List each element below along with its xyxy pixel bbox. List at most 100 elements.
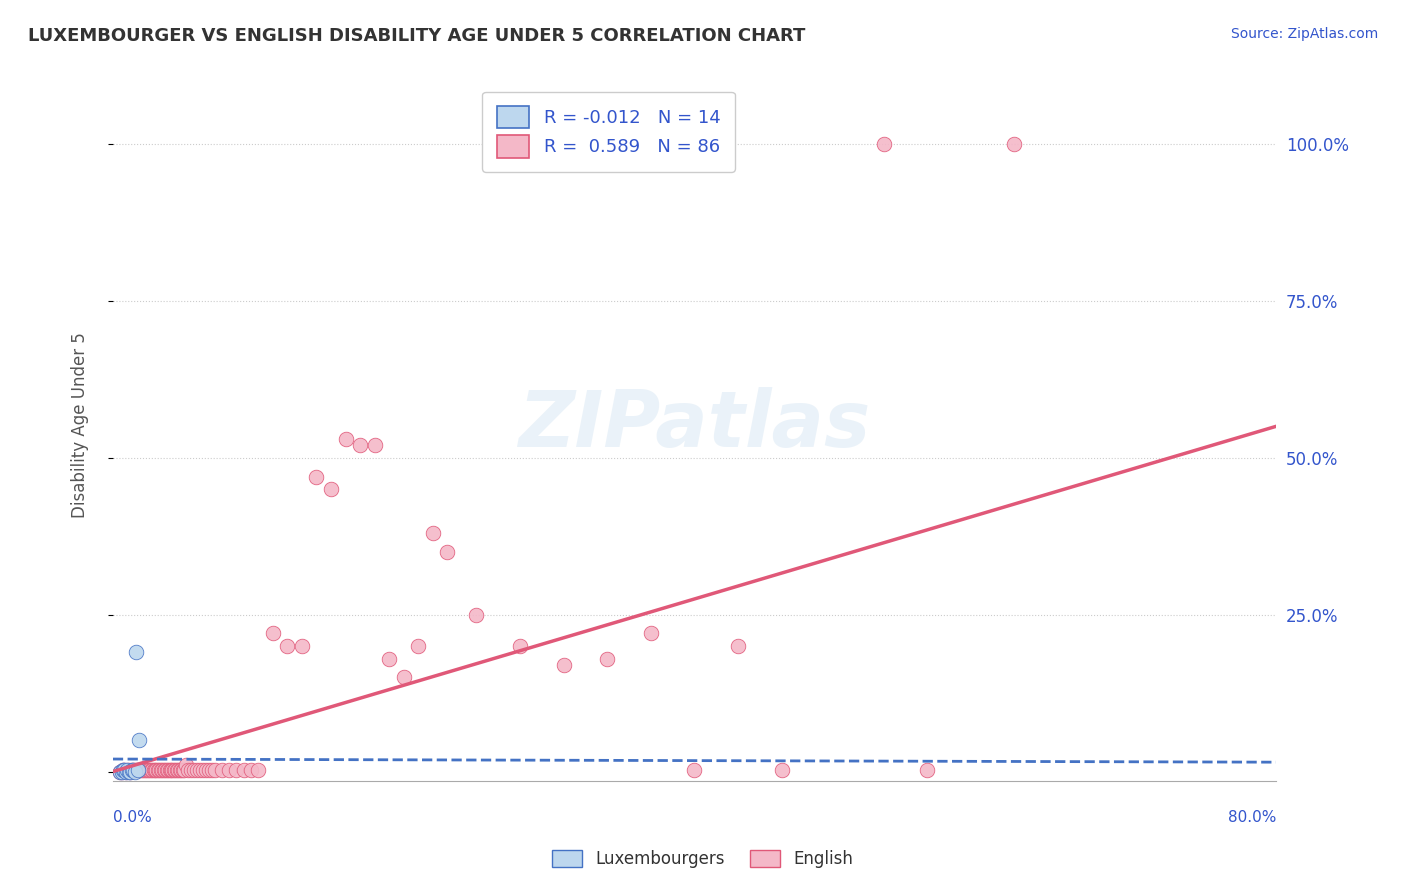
Point — [509, 639, 531, 653]
Point — [177, 763, 200, 777]
Point — [770, 763, 793, 777]
Point — [291, 639, 314, 653]
Point — [172, 763, 194, 777]
Point — [112, 763, 135, 777]
Point — [160, 763, 183, 777]
Text: 80.0%: 80.0% — [1227, 810, 1277, 824]
Text: LUXEMBOURGER VS ENGLISH DISABILITY AGE UNDER 5 CORRELATION CHART: LUXEMBOURGER VS ENGLISH DISABILITY AGE U… — [28, 27, 806, 45]
Point — [180, 763, 202, 777]
Legend: R = -0.012   N = 14, R =  0.589   N = 86: R = -0.012 N = 14, R = 0.589 N = 86 — [482, 92, 735, 172]
Point — [872, 136, 894, 151]
Point — [145, 763, 167, 777]
Point — [198, 763, 221, 777]
Point — [218, 763, 240, 777]
Point — [139, 763, 162, 777]
Point — [128, 763, 150, 777]
Point — [727, 639, 749, 653]
Point — [262, 626, 284, 640]
Point — [319, 482, 342, 496]
Point — [305, 469, 328, 483]
Point — [125, 763, 148, 777]
Point — [204, 763, 226, 777]
Point — [1002, 136, 1025, 151]
Point — [108, 764, 131, 779]
Point — [152, 763, 174, 777]
Point — [596, 651, 619, 665]
Point — [136, 763, 159, 777]
Point — [165, 763, 187, 777]
Point — [122, 763, 145, 777]
Point — [114, 763, 136, 777]
Point — [406, 639, 429, 653]
Point — [124, 764, 146, 779]
Point — [142, 763, 165, 777]
Point — [110, 764, 132, 779]
Point — [150, 763, 173, 777]
Point — [335, 432, 357, 446]
Point — [232, 763, 254, 777]
Point — [163, 763, 186, 777]
Point — [112, 763, 135, 777]
Point — [240, 763, 263, 777]
Point — [124, 763, 146, 777]
Point — [683, 763, 706, 777]
Point — [110, 764, 132, 779]
Point — [120, 764, 142, 779]
Point — [166, 763, 188, 777]
Point — [276, 639, 298, 653]
Point — [392, 670, 415, 684]
Point — [640, 626, 662, 640]
Point — [183, 763, 205, 777]
Point — [186, 763, 208, 777]
Point — [115, 764, 138, 779]
Point — [120, 764, 142, 779]
Point — [135, 763, 157, 777]
Point — [149, 763, 172, 777]
Point — [138, 763, 160, 777]
Point — [117, 763, 139, 777]
Point — [118, 764, 141, 779]
Point — [170, 763, 193, 777]
Point — [174, 758, 197, 772]
Y-axis label: Disability Age Under 5: Disability Age Under 5 — [72, 332, 89, 517]
Point — [194, 763, 217, 777]
Point — [131, 763, 153, 777]
Point — [167, 763, 190, 777]
Point — [127, 763, 149, 777]
Point — [132, 763, 155, 777]
Point — [378, 651, 401, 665]
Text: Source: ZipAtlas.com: Source: ZipAtlas.com — [1230, 27, 1378, 41]
Point — [122, 763, 145, 777]
Point — [349, 438, 371, 452]
Point — [188, 763, 211, 777]
Point — [422, 526, 444, 541]
Point — [108, 764, 131, 779]
Point — [191, 763, 214, 777]
Text: ZIPatlas: ZIPatlas — [519, 387, 870, 463]
Point — [121, 763, 143, 777]
Point — [118, 763, 141, 777]
Point — [114, 763, 136, 777]
Point — [225, 763, 247, 777]
Point — [211, 763, 233, 777]
Point — [201, 763, 224, 777]
Point — [915, 763, 938, 777]
Point — [162, 763, 184, 777]
Point — [553, 657, 575, 672]
Point — [143, 763, 166, 777]
Point — [465, 607, 488, 622]
Point — [363, 438, 385, 452]
Legend: Luxembourgers, English: Luxembourgers, English — [546, 843, 860, 875]
Point — [127, 763, 149, 777]
Point — [169, 763, 191, 777]
Point — [436, 545, 458, 559]
Point — [129, 763, 152, 777]
Text: 0.0%: 0.0% — [112, 810, 152, 824]
Point — [173, 763, 195, 777]
Point — [134, 763, 156, 777]
Point — [157, 763, 180, 777]
Point — [148, 763, 170, 777]
Point — [153, 763, 176, 777]
Point — [247, 763, 270, 777]
Point — [128, 733, 150, 747]
